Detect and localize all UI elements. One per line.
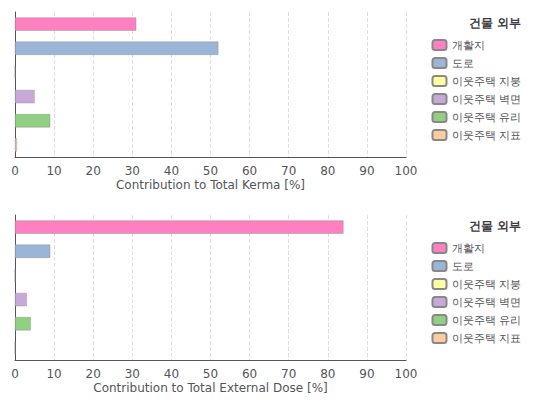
svg-text:이웃주택 지표: 이웃주택 지표 — [452, 332, 522, 345]
svg-text:이웃주택 유리: 이웃주택 유리 — [452, 111, 522, 124]
svg-text:80: 80 — [320, 164, 335, 178]
svg-text:도로: 도로 — [452, 57, 474, 70]
svg-text:30: 30 — [125, 367, 140, 381]
svg-text:60: 60 — [242, 367, 257, 381]
svg-text:이웃주택 지붕: 이웃주택 지붕 — [452, 278, 522, 291]
svg-text:40: 40 — [164, 367, 179, 381]
svg-text:40: 40 — [164, 164, 179, 178]
svg-text:60: 60 — [242, 164, 257, 178]
svg-text:10: 10 — [46, 367, 61, 381]
svg-text:20: 20 — [86, 164, 101, 178]
svg-text:70: 70 — [281, 164, 296, 178]
svg-text:30: 30 — [125, 164, 140, 178]
svg-text:50: 50 — [203, 164, 218, 178]
svg-text:이웃주택 벽면: 이웃주택 벽면 — [452, 93, 522, 106]
svg-text:이웃주택 벽면: 이웃주택 벽면 — [452, 296, 522, 309]
svg-text:20: 20 — [86, 367, 101, 381]
svg-text:Contribution to Total Kerma [%: Contribution to Total Kerma [%] — [116, 178, 305, 192]
svg-text:100: 100 — [395, 367, 418, 381]
svg-text:70: 70 — [281, 367, 296, 381]
svg-text:개활지: 개활지 — [452, 39, 485, 52]
svg-text:건물 외부: 건물 외부 — [469, 219, 521, 233]
svg-text:0: 0 — [11, 367, 19, 381]
svg-text:80: 80 — [320, 367, 335, 381]
svg-text:개활지: 개활지 — [452, 242, 485, 255]
svg-text:이웃주택 지붕: 이웃주택 지붕 — [452, 75, 522, 88]
svg-text:이웃주택 지표: 이웃주택 지표 — [452, 129, 522, 142]
svg-text:100: 100 — [395, 164, 418, 178]
svg-text:이웃주택 유리: 이웃주택 유리 — [452, 314, 522, 327]
svg-text:90: 90 — [359, 164, 374, 178]
svg-text:10: 10 — [46, 164, 61, 178]
svg-text:건물 외부: 건물 외부 — [469, 16, 521, 30]
svg-text:90: 90 — [359, 367, 374, 381]
svg-text:50: 50 — [203, 367, 218, 381]
svg-text:도로: 도로 — [452, 260, 474, 273]
svg-text:0: 0 — [11, 164, 19, 178]
svg-text:Contribution to Total External: Contribution to Total External Dose [%] — [93, 381, 327, 395]
